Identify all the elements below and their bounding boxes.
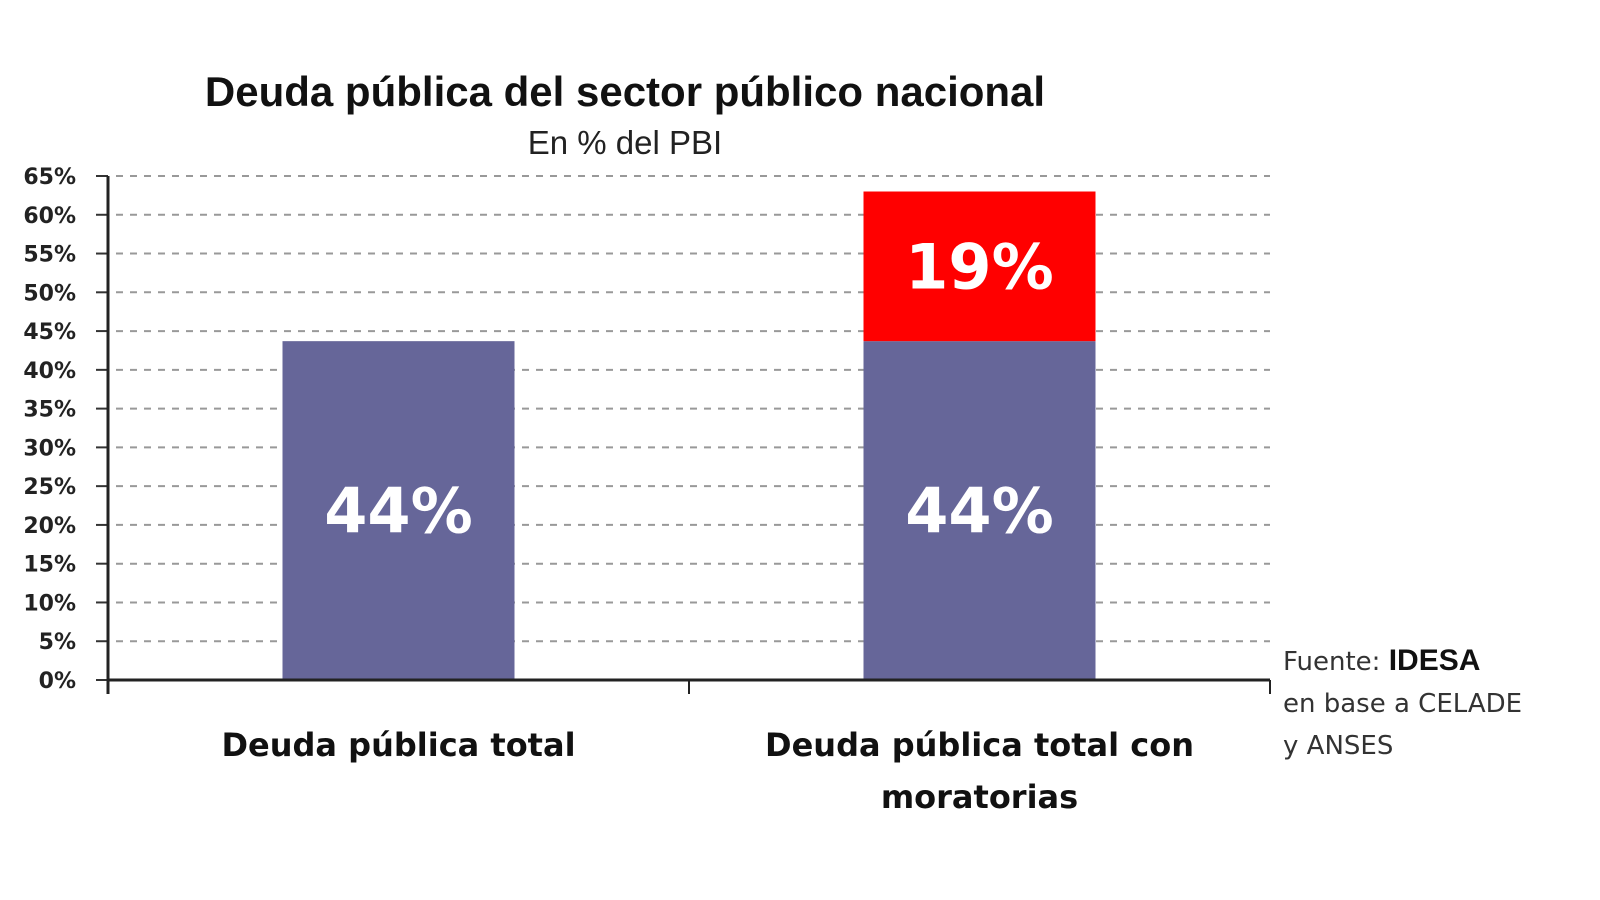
y-tick-label: 35%: [23, 398, 76, 423]
y-tick-label: 5%: [39, 630, 76, 655]
chart-subtitle: En % del PBI: [527, 124, 723, 161]
y-tick-label: 0%: [39, 669, 76, 694]
y-tick-label: 65%: [23, 165, 76, 190]
chart-title: Deuda pública del sector público naciona…: [204, 68, 1046, 115]
y-tick-label: 10%: [23, 591, 76, 616]
bar-segment: [863, 341, 1096, 680]
source-org: IDESA: [1388, 644, 1481, 677]
source-line-3: y ANSES: [1283, 731, 1394, 761]
y-tick-label: 55%: [23, 243, 76, 268]
source-line-2: en base a CELADE: [1283, 689, 1523, 719]
source-note: Fuente: IDESA en base a CELADE y ANSES: [1283, 640, 1600, 767]
x-category-label: Deuda pública total con: [765, 726, 1194, 764]
data-label: 44%: [905, 475, 1053, 548]
y-tick-label: 45%: [23, 320, 76, 345]
y-tick-label: 60%: [23, 204, 76, 229]
y-tick-label: 25%: [23, 475, 76, 500]
y-tick-label: 20%: [23, 514, 76, 539]
x-category-label: Deuda pública total: [221, 726, 575, 764]
bar-segment: [282, 341, 515, 680]
data-label: 19%: [905, 230, 1053, 303]
y-tick-label: 40%: [23, 359, 76, 384]
y-tick-label: 50%: [23, 281, 76, 306]
y-tick-label: 30%: [23, 436, 76, 461]
bar-segment: [863, 191, 1096, 342]
y-tick-label: 15%: [23, 553, 76, 578]
data-label: 44%: [324, 475, 472, 548]
source-prefix: Fuente:: [1283, 647, 1389, 677]
x-category-label: moratorias: [881, 778, 1078, 816]
